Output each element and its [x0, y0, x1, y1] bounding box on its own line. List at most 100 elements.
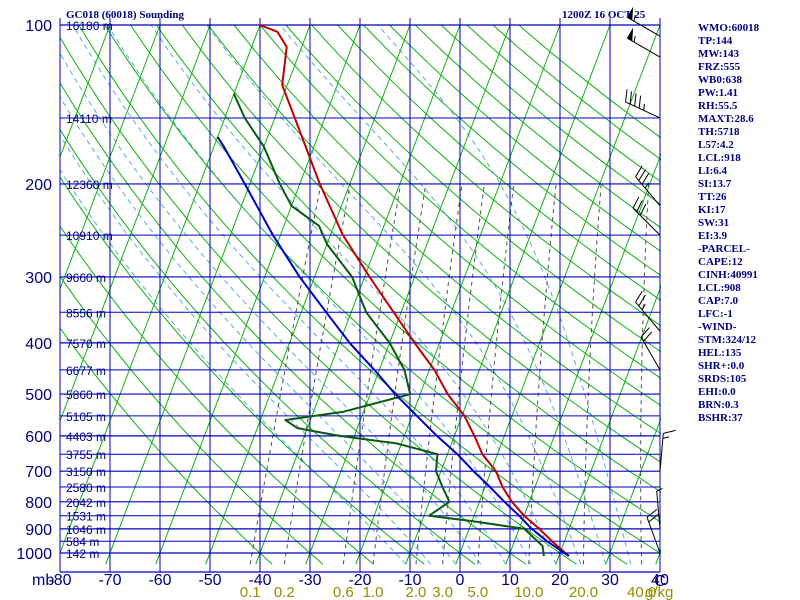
wind-barb — [635, 165, 661, 207]
pressure-tick-label: 500 — [25, 387, 52, 404]
wind-barb-shaft — [646, 517, 661, 554]
wind-barb-flag — [638, 294, 646, 307]
dry-adiabat-line — [60, 36, 577, 565]
dry-adiabat-line — [156, 24, 661, 493]
temperature-tick-label: 40 — [651, 572, 669, 589]
mixing-ratio-label: 40.0 — [627, 584, 656, 600]
mixing-ratio-line — [415, 183, 463, 565]
temperature-tick-label: -20 — [348, 572, 371, 589]
isotherm-line — [60, 24, 161, 291]
stat-item: LFC:-1 — [698, 308, 733, 320]
wind-barb-flag — [643, 331, 653, 342]
isotherms — [60, 24, 661, 565]
isotherm-line — [60, 24, 211, 423]
mixing-ratio-label: 3.0 — [432, 584, 453, 600]
dry-adiabat-line — [207, 24, 661, 435]
wind-barb-shaft — [656, 490, 661, 529]
stat-item: STM:324/12 — [698, 334, 757, 346]
height-label: 8556 m — [66, 306, 106, 320]
wind-barb-shaft — [635, 176, 661, 207]
mixing-ratio-label: 0.6 — [333, 584, 354, 600]
wind-barb-flag — [646, 509, 658, 518]
isotherm-line — [605, 416, 661, 565]
stat-item: LI:6.4 — [698, 165, 728, 177]
mixing-ratio-line — [249, 183, 322, 565]
height-label: 10910 m — [66, 229, 113, 243]
height-label: 2042 m — [66, 496, 106, 510]
isotherm-line — [405, 24, 611, 565]
dry-adiabats — [60, 24, 661, 565]
wind-barb-flag — [639, 203, 647, 216]
stat-item: SRDS:105 — [698, 373, 747, 385]
height-label: 142 m — [66, 547, 99, 561]
isotherm-line — [105, 24, 311, 565]
sounding-traces — [216, 24, 570, 557]
isotherm-line — [155, 24, 361, 565]
wind-barb-flag — [641, 173, 650, 185]
pressure-tick-label: 400 — [25, 336, 52, 353]
moist-adiabat-line — [150, 24, 557, 565]
dry-adiabat-line — [104, 24, 661, 555]
stat-item: EHI:0.0 — [698, 386, 736, 398]
moist-adiabat-line — [60, 134, 432, 565]
mixing-ratio-label: 10.0 — [514, 584, 543, 600]
sounding-trace — [216, 136, 570, 557]
wind-barb — [646, 509, 661, 554]
chart-title: GC018 (60018) Sounding — [66, 9, 184, 21]
wind-barb-half-flag — [633, 35, 636, 43]
dry-adiabat-line — [78, 24, 628, 565]
x-unit-label: C — [654, 573, 666, 590]
mixing-ratio-line — [528, 183, 557, 565]
height-label: 9660 m — [66, 271, 106, 285]
moist-adiabat-line — [377, 24, 632, 565]
dry-adiabat-line — [389, 24, 661, 253]
moist-adiabats — [60, 24, 632, 565]
height-label: 3755 m — [66, 448, 106, 462]
temperature-tick-label: 20 — [551, 572, 569, 589]
wind-barb-half-flag — [644, 182, 649, 189]
isotherm-line — [555, 284, 661, 565]
pressure-tick-label: 300 — [25, 270, 52, 287]
wind-barb-pennant — [627, 27, 634, 42]
mixing-ratio-line — [283, 183, 351, 565]
stat-item: TP:144 — [698, 35, 733, 47]
pressure-tick-label: 700 — [25, 464, 52, 481]
wind-barb-flag — [635, 165, 643, 177]
temperature-tick-label: 10 — [501, 572, 519, 589]
isotherm-line — [255, 24, 461, 565]
stat-item: WB0:638 — [698, 74, 742, 86]
mixing-ratio-label: 2.0 — [406, 584, 427, 600]
dry-adiabat-line — [363, 24, 661, 277]
mixing-ratio-line — [442, 183, 485, 565]
wind-barb-flag — [632, 196, 640, 209]
pressure-tick-label: 100 — [25, 18, 52, 35]
stat-item: -PARCEL- — [698, 243, 750, 255]
mixing-ratio-line — [372, 183, 427, 565]
moist-adiabat-line — [60, 96, 457, 565]
isotherm-line — [305, 24, 511, 565]
temperature-tick-label: -70 — [98, 572, 121, 589]
wind-barb — [626, 6, 661, 37]
mixing-ratio-label: 0.2 — [274, 584, 295, 600]
dry-adiabat-line — [311, 24, 661, 327]
wind-barb-flag — [634, 93, 637, 107]
wind-barb — [656, 488, 663, 529]
wind-barb-half-flag — [662, 436, 670, 439]
stat-item: MW:143 — [698, 48, 739, 60]
stat-item: LCL:908 — [698, 282, 741, 294]
wind-barb-shaft — [635, 301, 661, 332]
pressure-tick-label: 800 — [25, 495, 52, 512]
wind-barb-flag — [629, 91, 633, 105]
height-label: 2580 m — [66, 481, 106, 495]
dry-adiabat-line — [181, 24, 661, 464]
pressure-tick-label: 1000 — [16, 546, 52, 563]
height-label: 1531 m — [66, 510, 106, 524]
stat-item: MAXT:28.6 — [698, 113, 754, 125]
temperature-tick-label: -50 — [198, 572, 221, 589]
chart-time: 1200Z 16 OCT 25 — [562, 9, 646, 21]
wind-barb — [626, 27, 661, 58]
height-label: 12360 m — [66, 178, 113, 192]
wind-barb-flag — [625, 89, 628, 102]
height-label: 16180 m — [66, 19, 113, 33]
pressure-axis: 100 200 300 400 500 600 700 800 900 1000 — [16, 18, 52, 563]
